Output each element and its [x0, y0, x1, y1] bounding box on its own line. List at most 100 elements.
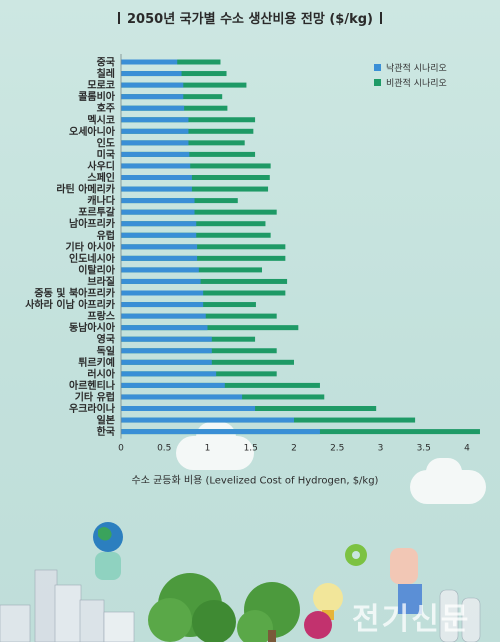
cloud-left-puff — [196, 422, 236, 452]
bar-optimistic — [121, 117, 189, 123]
title-right-bar — [379, 12, 382, 24]
category-label: 포르투갈 — [78, 206, 116, 219]
x-tick-label: 2.5 — [330, 444, 344, 454]
category-label: 유럽 — [97, 229, 115, 242]
category-label: 콜롬비아 — [78, 90, 116, 103]
bar-optimistic — [121, 128, 189, 134]
bar-pessimistic — [121, 209, 277, 215]
lightbulb-icon — [304, 583, 343, 639]
bar-optimistic — [121, 244, 198, 250]
bar-optimistic — [121, 105, 185, 111]
category-label: 오세아니아 — [69, 125, 116, 138]
x-tick-label: 0.5 — [157, 444, 171, 454]
category-label: 남아프리카 — [69, 217, 116, 230]
bar-optimistic — [121, 94, 184, 100]
x-tick-label: 3 — [378, 444, 384, 454]
category-label: 사우디 — [87, 159, 115, 172]
category-label: 러시아 — [87, 367, 115, 380]
category-label: 인도 — [97, 136, 115, 149]
category-label: 라틴 아메리카 — [56, 183, 115, 196]
cloud-right-puff — [426, 458, 462, 486]
category-label: 멕시코 — [87, 113, 115, 126]
category-label: 스페인 — [87, 171, 115, 184]
gear-icon — [345, 544, 367, 566]
legend-swatch-pessimistic — [374, 79, 381, 86]
category-label: 한국 — [97, 426, 115, 438]
category-label: 영국 — [97, 333, 115, 346]
bar-optimistic — [121, 267, 199, 273]
bar-optimistic — [121, 406, 256, 411]
bar-optimistic — [121, 302, 204, 308]
category-label: 기타 아시아 — [66, 240, 116, 253]
category-label: 우크라이나 — [69, 402, 116, 415]
title-left-bar — [118, 12, 121, 24]
legend-item-optimistic: 낙관적 시나리오 — [374, 62, 447, 77]
bar-optimistic — [121, 290, 204, 296]
category-label: 칠레 — [97, 67, 115, 80]
category-label: 이탈리아 — [78, 263, 116, 276]
bar-optimistic — [121, 221, 197, 227]
category-label: 캐나다 — [87, 194, 115, 207]
city-buildings — [0, 569, 135, 642]
legend-swatch-optimistic — [374, 64, 381, 71]
trees — [148, 573, 300, 642]
bar-pessimistic — [121, 244, 286, 250]
bar-optimistic — [121, 325, 208, 331]
bar-optimistic — [121, 163, 191, 169]
category-label: 아르헨티나 — [69, 379, 116, 392]
chart-title-text: 2050년 국가별 수소 생산비용 전망 ($/kg) — [127, 12, 373, 27]
bar-optimistic — [121, 278, 201, 284]
hydrogen-tanks — [439, 589, 481, 642]
category-label: 중국 — [97, 57, 115, 69]
x-axis-label: 수소 균등화 비용 (Levelized Cost of Hydrogen, $… — [132, 475, 379, 487]
bar-optimistic — [121, 71, 182, 77]
chart-title: 2050년 국가별 수소 생산비용 전망 ($/kg) — [0, 8, 500, 27]
bar-optimistic — [121, 140, 189, 146]
bar-pessimistic — [121, 278, 288, 284]
bar-pessimistic — [121, 175, 270, 180]
bar-pessimistic — [121, 325, 299, 331]
legend-label-optimistic: 낙관적 시나리오 — [386, 64, 447, 74]
bar-pessimistic — [121, 82, 247, 88]
bar-optimistic — [121, 59, 178, 65]
bar-optimistic — [121, 371, 217, 377]
bar-optimistic — [121, 348, 212, 354]
category-label: 중동 및 북아프리카 — [34, 287, 115, 300]
bar-optimistic — [121, 232, 197, 238]
category-label: 일본 — [97, 414, 115, 427]
x-tick-label: 1 — [205, 444, 211, 454]
category-label: 독일 — [97, 344, 115, 357]
chart-legend: 낙관적 시나리오 비관적 시나리오 — [374, 62, 447, 92]
bar-optimistic — [121, 175, 192, 180]
category-label: 프랑스 — [87, 311, 115, 323]
bar-optimistic — [121, 186, 192, 192]
legend-item-pessimistic: 비관적 시나리오 — [374, 77, 447, 92]
bar-pessimistic — [121, 255, 286, 261]
category-label: 브라질 — [87, 275, 115, 288]
category-label: 사하라 이남 아프리카 — [25, 298, 116, 311]
legend-label-pessimistic: 비관적 시나리오 — [386, 79, 447, 89]
category-label: 호주 — [97, 102, 115, 115]
bar-optimistic — [121, 209, 195, 215]
x-tick-label: 2 — [291, 444, 297, 454]
bar-optimistic — [121, 313, 206, 319]
bar-optimistic — [121, 417, 294, 423]
x-tick-label: 3.5 — [417, 444, 431, 454]
watermark: 전기신문 — [352, 602, 471, 637]
bar-optimistic — [121, 359, 212, 365]
category-label: 인도네시아 — [69, 252, 116, 265]
x-tick-label: 1.5 — [244, 444, 258, 454]
bar-optimistic — [121, 255, 198, 261]
category-label: 미국 — [97, 148, 115, 161]
category-label: 동남아시아 — [69, 321, 116, 334]
bar-optimistic — [121, 429, 320, 435]
bar-optimistic — [121, 382, 225, 388]
x-tick-label: 4 — [464, 444, 470, 454]
bar-optimistic — [121, 394, 243, 400]
globe-in-hand — [93, 522, 123, 580]
x-tick-label: 0 — [118, 444, 124, 454]
bar-optimistic — [121, 151, 190, 157]
bar-pessimistic — [121, 163, 271, 169]
